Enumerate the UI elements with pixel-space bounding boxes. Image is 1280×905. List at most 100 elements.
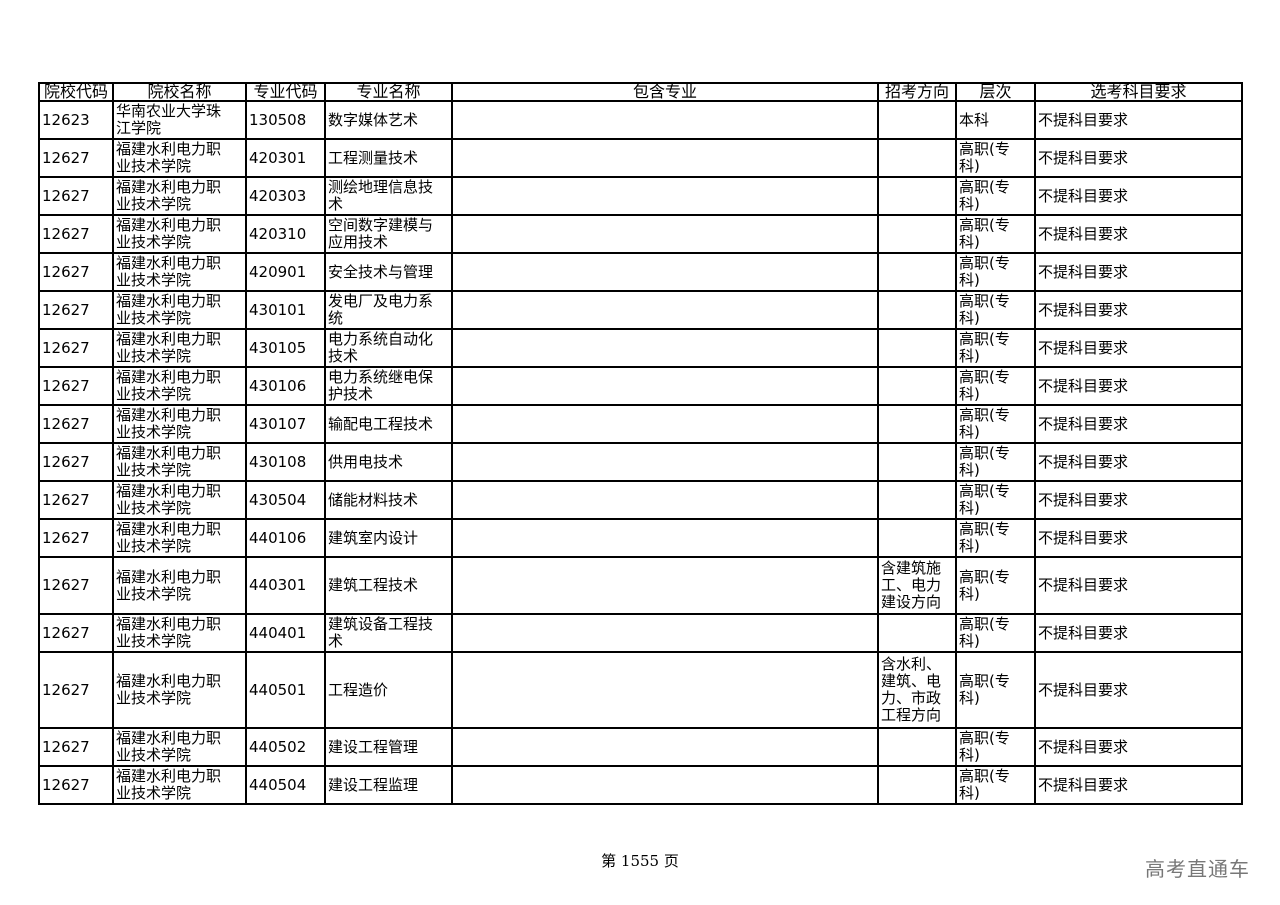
school-name-cell: 福建水利电力职 业技术学院 <box>112 366 247 406</box>
subject-requirement-cell: 不提科目要求 <box>1034 366 1243 406</box>
table-row: 12627 福建水利电力职 业技术学院 420901 安全技术与管理 高职(专 科) 不提… <box>38 252 1243 292</box>
included-majors-cell <box>451 765 879 805</box>
school-code-cell: 12627 <box>38 366 114 406</box>
major-name-cell: 工程测量技术 <box>324 138 453 178</box>
subject-requirement-cell: 不提科目要求 <box>1034 727 1243 767</box>
column-header: 专业代码 <box>245 82 326 102</box>
column-header: 院校代码 <box>38 82 114 102</box>
major-name-cell: 储能材料技术 <box>324 480 453 520</box>
major-code-cell: 420310 <box>245 214 326 254</box>
subject-requirement-cell: 不提科目要求 <box>1034 613 1243 653</box>
school-code-cell: 12627 <box>38 214 114 254</box>
major-name-cell: 空间数字建模与 应用技术 <box>324 214 453 254</box>
school-name-cell: 福建水利电力职 业技术学院 <box>112 404 247 444</box>
school-name-cell: 福建水利电力职 业技术学院 <box>112 651 247 729</box>
level-cell: 高职(专 科) <box>955 727 1036 767</box>
subject-requirement-cell: 不提科目要求 <box>1034 556 1243 615</box>
school-code-cell: 12627 <box>38 290 114 330</box>
header-row: 院校代码 院校名称 专业代码 专业名称 包含专业 招考方向 层次 选考科目要求 <box>38 82 1243 102</box>
included-majors-cell <box>451 404 879 444</box>
subject-requirement-cell: 不提科目要求 <box>1034 252 1243 292</box>
school-name-cell: 福建水利电力职 业技术学院 <box>112 518 247 558</box>
table-row: 12627 福建水利电力职 业技术学院 430106 电力系统继电保 护技术 高职(专 … <box>38 366 1243 406</box>
school-code-cell: 12627 <box>38 518 114 558</box>
table-row: 12627 福建水利电力职 业技术学院 440401 建筑设备工程技 术 高职(专 科)… <box>38 613 1243 653</box>
included-majors-cell <box>451 366 879 406</box>
school-name-cell: 福建水利电力职 业技术学院 <box>112 613 247 653</box>
major-code-cell: 430101 <box>245 290 326 330</box>
column-header: 招考方向 <box>877 82 957 102</box>
direction-cell <box>877 100 957 140</box>
subject-requirement-cell: 不提科目要求 <box>1034 328 1243 368</box>
school-name-cell: 福建水利电力职 业技术学院 <box>112 480 247 520</box>
level-cell: 高职(专 科) <box>955 480 1036 520</box>
subject-requirement-cell: 不提科目要求 <box>1034 480 1243 520</box>
direction-cell <box>877 252 957 292</box>
school-name-cell: 福建水利电力职 业技术学院 <box>112 328 247 368</box>
table-row: 12627 福建水利电力职 业技术学院 420303 测绘地理信息技 术 高职(专 科)… <box>38 176 1243 216</box>
major-name-cell: 电力系统继电保 护技术 <box>324 366 453 406</box>
major-name-cell: 输配电工程技术 <box>324 404 453 444</box>
level-cell: 高职(专 科) <box>955 651 1036 729</box>
major-name-cell: 测绘地理信息技 术 <box>324 176 453 216</box>
school-code-cell: 12627 <box>38 442 114 482</box>
level-cell: 高职(专 科) <box>955 290 1036 330</box>
included-majors-cell <box>451 252 879 292</box>
school-code-cell: 12627 <box>38 176 114 216</box>
major-code-cell: 420901 <box>245 252 326 292</box>
school-name-cell: 福建水利电力职 业技术学院 <box>112 214 247 254</box>
level-cell: 高职(专 科) <box>955 613 1036 653</box>
table-row: 12627 福建水利电力职 业技术学院 430504 储能材料技术 高职(专 科) 不提科… <box>38 480 1243 520</box>
subject-requirement-cell: 不提科目要求 <box>1034 176 1243 216</box>
school-code-cell: 12627 <box>38 651 114 729</box>
school-name-cell: 福建水利电力职 业技术学院 <box>112 442 247 482</box>
included-majors-cell <box>451 518 879 558</box>
table-row: 12623 华南农业大学珠 江学院 130508 数字媒体艺术 本科 不提科目要求 <box>38 100 1243 140</box>
school-code-cell: 12627 <box>38 404 114 444</box>
major-code-cell: 130508 <box>245 100 326 140</box>
included-majors-cell <box>451 442 879 482</box>
column-header: 院校名称 <box>112 82 247 102</box>
level-cell: 本科 <box>955 100 1036 140</box>
direction-cell <box>877 404 957 444</box>
major-code-cell: 440401 <box>245 613 326 653</box>
school-code-cell: 12627 <box>38 556 114 615</box>
major-code-cell: 440504 <box>245 765 326 805</box>
major-code-cell: 430107 <box>245 404 326 444</box>
school-name-cell: 华南农业大学珠 江学院 <box>112 100 247 140</box>
level-cell: 高职(专 科) <box>955 328 1036 368</box>
included-majors-cell <box>451 651 879 729</box>
school-code-cell: 12627 <box>38 138 114 178</box>
table-row: 12627 福建水利电力职 业技术学院 420310 空间数字建模与 应用技术 高职(专… <box>38 214 1243 254</box>
level-cell: 高职(专 科) <box>955 404 1036 444</box>
table-row: 12627 福建水利电力职 业技术学院 440504 建设工程监理 高职(专 科) 不提科… <box>38 765 1243 805</box>
level-cell: 高职(专 科) <box>955 556 1036 615</box>
direction-cell: 含水利、 建筑、电 力、市政 工程方向 <box>877 651 957 729</box>
major-name-cell: 电力系统自动化 技术 <box>324 328 453 368</box>
school-name-cell: 福建水利电力职 业技术学院 <box>112 290 247 330</box>
major-name-cell: 建筑工程技术 <box>324 556 453 615</box>
level-cell: 高职(专 科) <box>955 138 1036 178</box>
direction-cell: 含建筑施 工、电力 建设方向 <box>877 556 957 615</box>
major-code-cell: 430106 <box>245 366 326 406</box>
school-name-cell: 福建水利电力职 业技术学院 <box>112 556 247 615</box>
school-code-cell: 12623 <box>38 100 114 140</box>
major-code-cell: 420303 <box>245 176 326 216</box>
major-code-cell: 440501 <box>245 651 326 729</box>
subject-requirement-cell: 不提科目要求 <box>1034 518 1243 558</box>
included-majors-cell <box>451 613 879 653</box>
direction-cell <box>877 518 957 558</box>
school-name-cell: 福建水利电力职 业技术学院 <box>112 727 247 767</box>
school-code-cell: 12627 <box>38 328 114 368</box>
included-majors-cell <box>451 176 879 216</box>
table-row: 12627 福建水利电力职 业技术学院 420301 工程测量技术 高职(专 科) 不提科… <box>38 138 1243 178</box>
included-majors-cell <box>451 138 879 178</box>
subject-requirement-cell: 不提科目要求 <box>1034 214 1243 254</box>
level-cell: 高职(专 科) <box>955 176 1036 216</box>
column-header: 专业名称 <box>324 82 453 102</box>
subject-requirement-cell: 不提科目要求 <box>1034 765 1243 805</box>
table-row: 12627 福建水利电力职 业技术学院 430107 输配电工程技术 高职(专 科) 不提… <box>38 404 1243 444</box>
major-name-cell: 建筑室内设计 <box>324 518 453 558</box>
level-cell: 高职(专 科) <box>955 366 1036 406</box>
major-code-cell: 430105 <box>245 328 326 368</box>
